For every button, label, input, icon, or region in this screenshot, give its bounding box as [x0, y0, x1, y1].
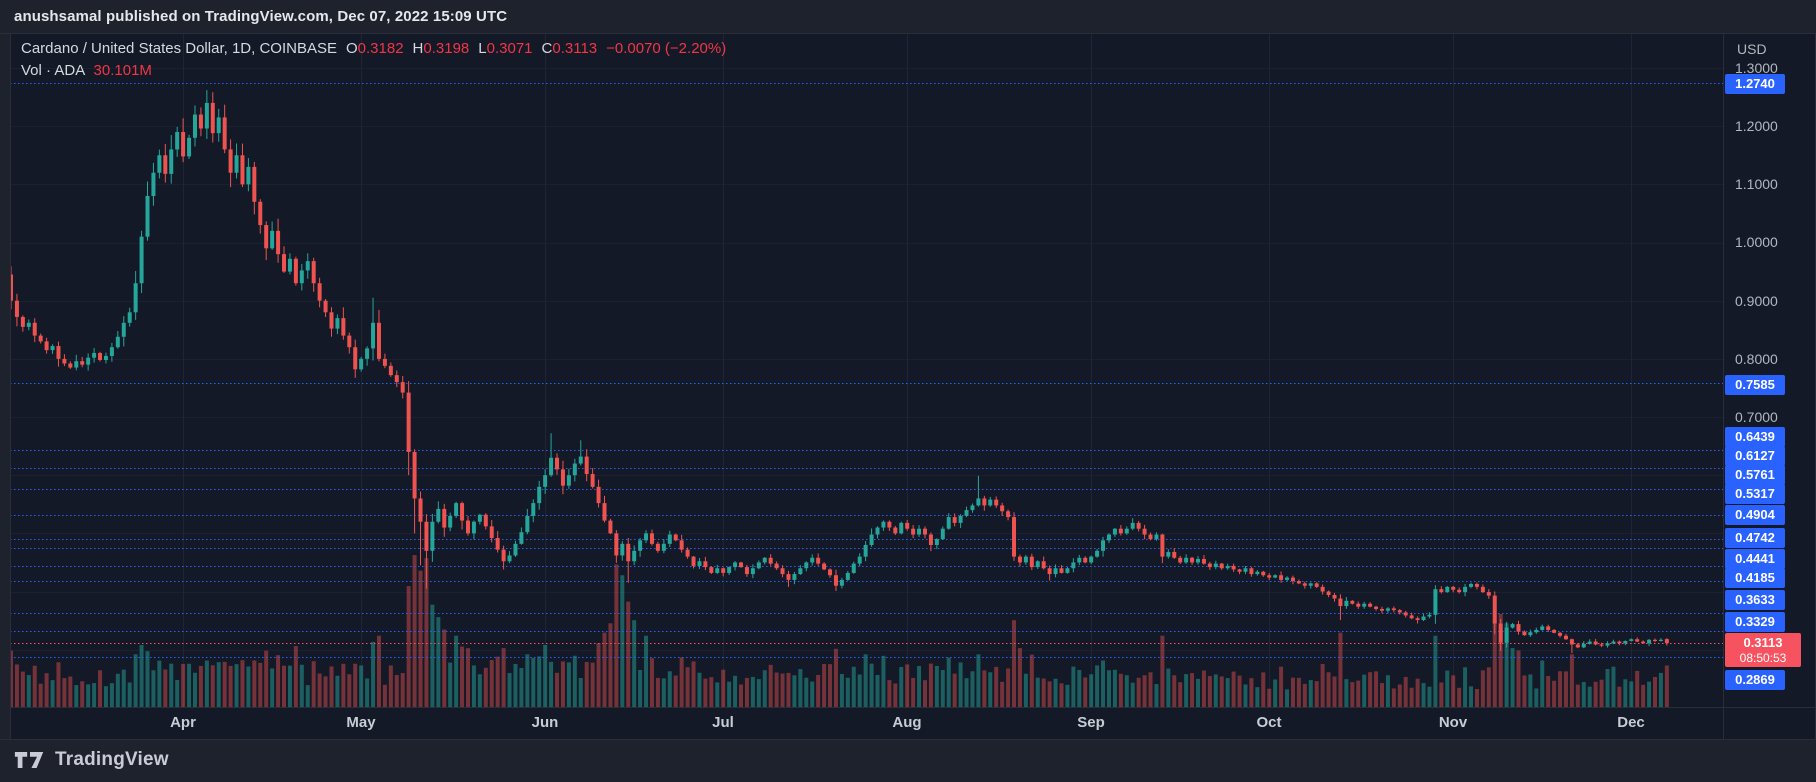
current-price-badge: 0.3113 08:50:53: [1725, 633, 1801, 667]
price-level-badge: 0.5761: [1725, 465, 1785, 485]
price-level-badge: 0.6127: [1725, 446, 1785, 466]
ohlc-close: C0.3113: [541, 40, 598, 57]
month-label: Jul: [712, 714, 734, 731]
symbol-title[interactable]: Cardano / United States Dollar, 1D, COIN…: [21, 40, 337, 57]
price-level-badge: 0.7585: [1725, 375, 1785, 395]
volume-label: Vol · ADA: [21, 62, 86, 79]
tradingview-logo-text: TradingView: [55, 749, 169, 770]
border-left: [10, 33, 11, 740]
month-label: Sep: [1077, 714, 1105, 731]
ohlc-high: H0.3198: [412, 40, 470, 57]
price-chart-canvas[interactable]: [10, 33, 1723, 707]
axis-corner: [1723, 707, 1815, 739]
price-level-badge: 0.2869: [1725, 670, 1785, 690]
current-price-value: 0.3113: [1743, 635, 1783, 650]
border-price-axis: [1723, 33, 1724, 740]
tradingview-logo-icon: [13, 750, 47, 770]
price-tick: 1.3000: [1735, 60, 1778, 76]
price-level-badge: 0.4185: [1725, 568, 1785, 588]
chart-pane[interactable]: [10, 33, 1723, 707]
price-tick: 0.9000: [1735, 293, 1778, 309]
price-tick: 0.8000: [1735, 351, 1778, 367]
price-tick: 0.7000: [1735, 409, 1778, 425]
price-level-badge: 0.3633: [1725, 590, 1785, 610]
month-label: May: [346, 714, 376, 731]
time-axis[interactable]: [10, 707, 1723, 739]
month-label: Dec: [1617, 714, 1645, 731]
change-value: −0.0070 (−2.20%): [606, 40, 727, 57]
ohlc-open: O0.3182: [345, 40, 404, 57]
ohlc-low: L0.3071: [478, 40, 533, 57]
publisher-strip: anushsamal published on TradingView.com,…: [0, 0, 1816, 33]
price-level-badge: 0.5317: [1725, 484, 1785, 504]
price-level-badge: 0.6439: [1725, 427, 1785, 447]
tradingview-logo[interactable]: TradingView: [13, 749, 169, 771]
month-label: Nov: [1438, 714, 1468, 731]
price-level-badge: 0.3329: [1725, 612, 1785, 632]
price-level-badge: 0.4441: [1725, 549, 1785, 569]
border-top: [0, 33, 1816, 34]
price-tick: 1.0000: [1735, 234, 1778, 250]
legend-row-main: Cardano / United States Dollar, 1D, COIN…: [21, 38, 735, 60]
legend-row-volume: Vol · ADA 30.101M: [21, 60, 735, 82]
price-level-badge: 0.4904: [1725, 505, 1785, 525]
symbol-legend: Cardano / United States Dollar, 1D, COIN…: [21, 38, 735, 82]
month-label: Oct: [1256, 714, 1282, 731]
price-tick: 1.1000: [1735, 176, 1778, 192]
month-label: Jun: [531, 714, 559, 731]
publisher-text: anushsamal published on TradingView.com,…: [14, 8, 508, 25]
border-time-axis: [10, 707, 1816, 708]
border-footer: [0, 739, 1816, 740]
price-level-badge: 1.2740: [1725, 74, 1785, 94]
volume-value: 30.101M: [93, 62, 152, 79]
month-label: Aug: [892, 714, 922, 731]
price-level-badge: 0.4742: [1725, 528, 1785, 548]
currency-label: USD: [1737, 41, 1767, 57]
bar-countdown: 08:50:53: [1739, 651, 1787, 665]
price-tick: 1.2000: [1735, 118, 1778, 134]
month-label: Apr: [170, 714, 196, 731]
